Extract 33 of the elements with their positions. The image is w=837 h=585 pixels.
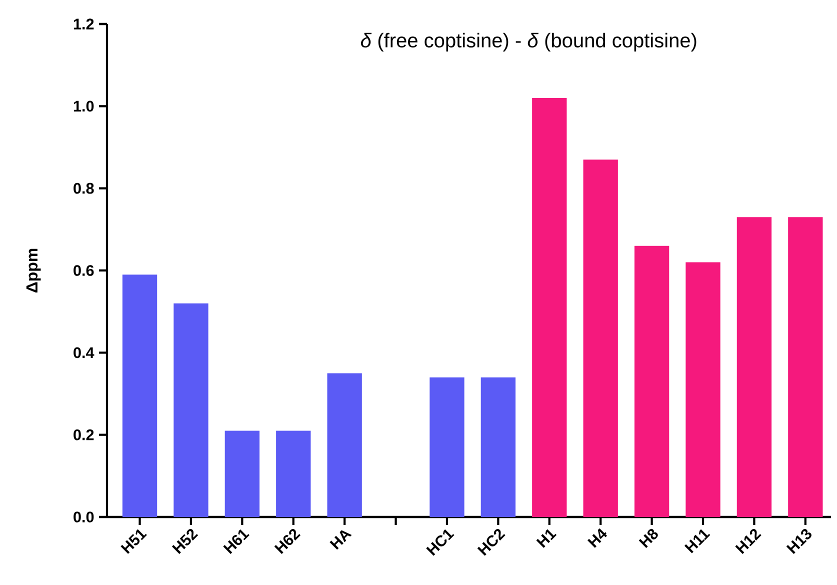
x-tick-label: H1 (536, 529, 557, 548)
y-axis-title: Δppm (26, 248, 41, 292)
bar (686, 262, 720, 517)
x-tick-label: H62 (274, 529, 300, 554)
chart-title: δ (free coptisine) - δ (bound coptisine) (360, 32, 696, 52)
x-tick-label: H51 (120, 529, 147, 554)
bar (634, 246, 670, 517)
x-tick-label: HA (330, 530, 352, 550)
y-tick-label: 1.2 (74, 18, 94, 30)
x-tick-label: H8 (638, 528, 658, 548)
bar (122, 274, 158, 517)
bar (174, 303, 208, 517)
bar (224, 430, 260, 517)
bar (788, 217, 823, 517)
bar (327, 373, 362, 517)
bar (430, 377, 464, 517)
x-tick-label: H52 (172, 529, 198, 554)
x-tick-label: H11 (684, 529, 710, 554)
x-tick-label: H4 (587, 528, 608, 548)
y-tick-label: 0.8 (74, 182, 94, 194)
y-tick-label: 0.2 (74, 429, 94, 440)
x-tick-label: H61 (223, 529, 250, 554)
x-tick-label: H12 (735, 529, 762, 554)
bar (480, 377, 516, 517)
bar (583, 160, 618, 517)
x-tick-label: H13 (786, 529, 812, 554)
y-tick-label: 0.6 (74, 265, 94, 276)
y-tick-label: 0.4 (74, 347, 94, 358)
y-tick-label: 1.0 (74, 100, 94, 112)
y-tick-label: 0.0 (74, 512, 94, 522)
bar (276, 430, 311, 517)
bar (532, 98, 567, 517)
bar (736, 217, 772, 517)
